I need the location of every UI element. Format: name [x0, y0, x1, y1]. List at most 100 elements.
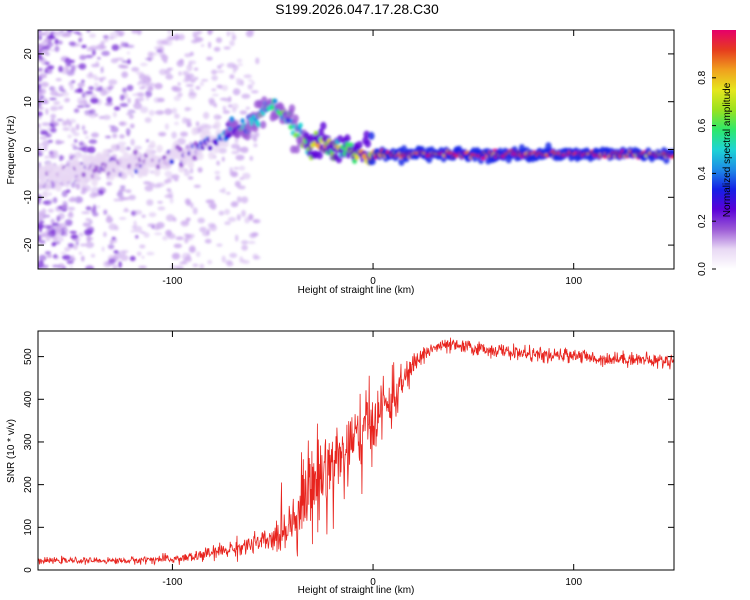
noise-blob [157, 206, 166, 211]
noise-blob [215, 175, 221, 181]
noise-blob [172, 217, 177, 222]
noise-blob [199, 263, 205, 269]
ridge-halo [316, 151, 323, 160]
noise-blob [48, 133, 52, 137]
noise-blob [69, 265, 74, 269]
noise-blob [44, 45, 51, 51]
noise-blob [143, 232, 150, 238]
noise-blob [135, 71, 144, 75]
noise-blob [115, 57, 125, 61]
noise-blob [73, 244, 78, 250]
noise-blob [146, 251, 155, 256]
ridge-mark [177, 146, 183, 152]
noise-blob [44, 251, 52, 255]
colorbar-tick-label: 0.4 [697, 166, 708, 180]
noise-blob [85, 91, 93, 95]
noise-blob [235, 234, 239, 242]
ridge-mark [255, 122, 261, 128]
colorbar-tick-label: 0.6 [697, 118, 708, 132]
noise-blob [229, 40, 235, 47]
noise-blob [79, 146, 87, 152]
noise-blob [38, 44, 43, 50]
noise-blob [155, 110, 165, 115]
noise-blob [202, 231, 210, 237]
noise-blob [164, 194, 174, 199]
noise-blob [192, 207, 198, 215]
noise-blob [79, 54, 87, 61]
noise-blob [197, 30, 203, 35]
ridge-halo [119, 144, 126, 153]
noise-blob [120, 65, 129, 69]
ridge-halo [356, 141, 363, 149]
noise-blob [50, 218, 55, 225]
noise-blob [132, 93, 140, 97]
noise-blob [189, 51, 194, 57]
noise-blob [89, 33, 96, 38]
ridge-halo [364, 139, 371, 148]
noise-blob [248, 240, 256, 244]
ridge-halo [120, 170, 127, 179]
noise-blob [185, 107, 193, 111]
noise-blob [175, 236, 184, 241]
noise-blob [90, 97, 99, 104]
noise-blob [254, 131, 260, 138]
noise-blob [187, 176, 194, 180]
noise-blob [50, 155, 55, 158]
noise-blob [83, 93, 90, 97]
snr-y-label: SNR (10 * v/v) [6, 419, 17, 483]
noise-blob [248, 79, 254, 82]
noise-blob [74, 237, 81, 241]
noise-blob [171, 107, 177, 114]
noise-blob [82, 222, 91, 227]
noise-blob [85, 241, 95, 249]
noise-blob [118, 261, 122, 269]
noise-blob [93, 74, 98, 81]
noise-blob [64, 219, 73, 227]
snr-panel: -100 0 100 0 100 200 300 400 500 Height of stra… [6, 330, 675, 596]
x-tick-label: -100 [162, 276, 182, 287]
ridge-mark [671, 154, 674, 159]
noise-blob [140, 62, 148, 67]
noise-blob [59, 154, 63, 162]
noise-blob [242, 172, 251, 180]
y-tick-label: 400 [23, 391, 34, 408]
ridge-mark [133, 149, 138, 155]
snr-frame [37, 330, 675, 571]
noise-blob [237, 63, 243, 66]
noise-blob [178, 33, 185, 41]
noise-blob [248, 213, 253, 221]
noise-blob [74, 196, 83, 204]
noise-blob [85, 265, 94, 269]
noise-blob [141, 80, 149, 88]
spectrogram-y-axis: -20 -10 0 10 20 [23, 48, 674, 252]
noise-blob [43, 225, 52, 229]
ridge-halo [335, 155, 343, 164]
noise-blob [75, 88, 84, 93]
ridge-halo [42, 190, 49, 199]
snr-background [38, 331, 674, 570]
noise-blob [188, 92, 197, 96]
noise-blob [165, 69, 171, 75]
noise-blob [78, 141, 85, 147]
noise-blob [65, 66, 70, 71]
noise-blob [109, 31, 119, 39]
noise-blob [200, 44, 205, 47]
noise-blob [131, 30, 138, 34]
noise-blob [227, 217, 237, 222]
noise-blob [41, 264, 49, 268]
noise-blob [88, 139, 98, 144]
noise-blob [211, 75, 218, 81]
ridge-mark [53, 164, 59, 170]
noise-blob [91, 132, 99, 138]
noise-blob [48, 192, 52, 197]
noise-blob [120, 41, 125, 47]
ridge-mark [136, 151, 142, 157]
noise-blob [143, 181, 151, 185]
noise-blob [148, 109, 155, 116]
noise-blob [45, 235, 51, 242]
noise-blob [39, 88, 46, 95]
noise-blob [222, 110, 230, 114]
ridge-halo [320, 121, 327, 130]
noise-blob [109, 239, 114, 245]
noise-blob [119, 94, 125, 101]
